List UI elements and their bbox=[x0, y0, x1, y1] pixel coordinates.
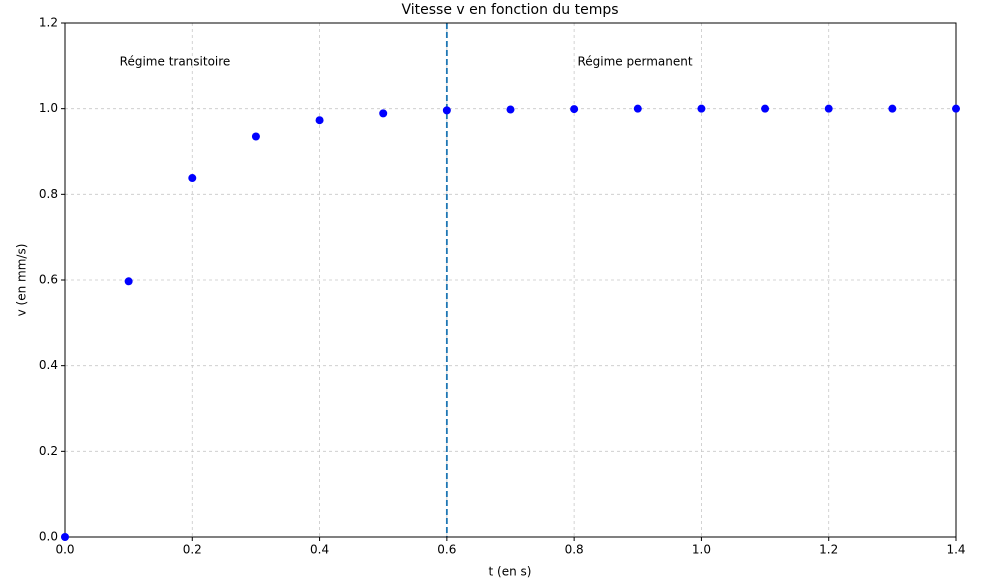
y-axis-label: v (en mm/s) bbox=[15, 244, 29, 317]
point bbox=[697, 104, 706, 113]
x-tick-label: 0.2 bbox=[183, 543, 202, 557]
point bbox=[61, 533, 69, 541]
point bbox=[442, 106, 451, 115]
x-tick-label: 1.4 bbox=[946, 543, 965, 557]
y-tick-label: 0.4 bbox=[39, 358, 58, 372]
y-tick-label: 0.2 bbox=[39, 444, 58, 458]
point bbox=[888, 104, 897, 113]
point bbox=[952, 104, 960, 113]
chart-title: Vitesse v en fonction du temps bbox=[401, 2, 618, 18]
plot-frame bbox=[64, 22, 957, 538]
x-tick-label: 0.6 bbox=[437, 543, 456, 557]
point bbox=[633, 104, 642, 113]
x-tick-label: 1.0 bbox=[692, 543, 711, 557]
y-tick-label: 0.0 bbox=[39, 530, 58, 544]
y-tick-label: 0.6 bbox=[39, 273, 58, 287]
x-tick-label: 0.0 bbox=[55, 543, 74, 557]
y-tick-label: 0.8 bbox=[39, 187, 58, 201]
point bbox=[570, 105, 579, 114]
x-tick-label: 0.4 bbox=[310, 543, 329, 557]
point bbox=[124, 277, 133, 286]
annotation: Régime transitoire bbox=[120, 55, 231, 69]
point bbox=[315, 116, 324, 125]
x-tick-label: 1.2 bbox=[819, 543, 838, 557]
y-tick-label: 1.2 bbox=[39, 16, 58, 30]
point bbox=[506, 105, 515, 114]
point bbox=[824, 104, 833, 113]
point bbox=[761, 104, 770, 113]
y-tick-label: 1.0 bbox=[39, 101, 58, 115]
point bbox=[251, 132, 260, 141]
point bbox=[379, 109, 388, 118]
x-axis-label: t (en s) bbox=[489, 565, 532, 579]
x-tick-label: 0.8 bbox=[565, 543, 584, 557]
point bbox=[188, 174, 197, 183]
annotation: Régime permanent bbox=[577, 55, 692, 69]
